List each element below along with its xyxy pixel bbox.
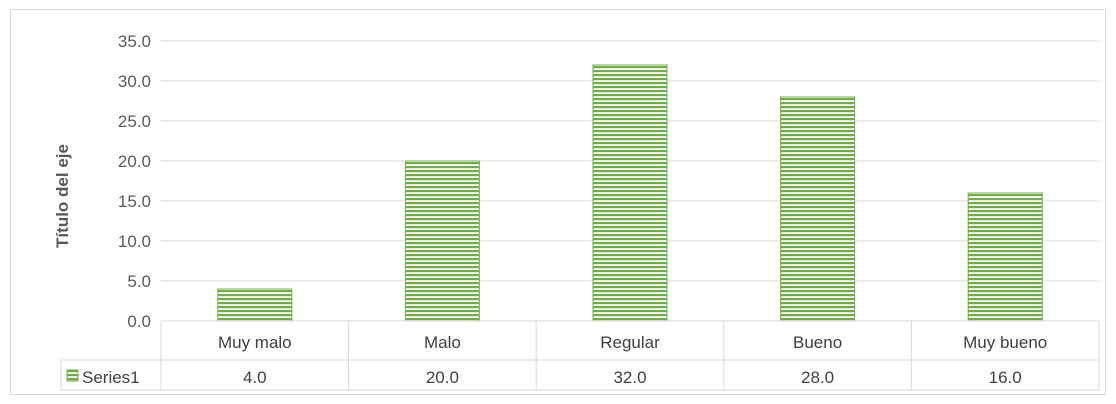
data-table-value: 20.0	[426, 368, 459, 387]
category-label: Muy malo	[218, 333, 292, 352]
bar	[217, 288, 293, 322]
bar	[592, 64, 668, 322]
y-axis-title: Título del eje	[53, 144, 72, 248]
y-tick-label: 0.0	[127, 312, 151, 331]
series-name: Series1	[82, 368, 140, 387]
data-table-value: 32.0	[613, 368, 646, 387]
data-table-value: 28.0	[801, 368, 834, 387]
category-label: Bueno	[793, 333, 842, 352]
y-tick-label: 10.0	[118, 232, 151, 251]
y-tick-label: 15.0	[118, 192, 151, 211]
y-tick-label: 25.0	[118, 112, 151, 131]
bar-chart: 0.05.010.015.020.025.030.035.0 Muy malo M…	[53, 32, 1100, 391]
bar	[780, 96, 856, 322]
y-tick-label: 5.0	[127, 272, 151, 291]
data-table-value: 4.0	[243, 368, 267, 387]
category-label: Malo	[424, 333, 461, 352]
category-label: Muy bueno	[963, 333, 1047, 352]
y-axis-tick-labels: 0.0 5.0 10.0 15.0 20.0 25.0 30.0 35.0	[118, 32, 151, 331]
category-label: Regular	[600, 333, 660, 352]
y-tick-label: 20.0	[118, 152, 151, 171]
bar	[967, 192, 1043, 322]
y-tick-label: 30.0	[118, 72, 151, 91]
y-tick-label: 35.0	[118, 32, 151, 51]
chart-area: 0.0 5.0 10.0 15.0 20.0 25.0 30.0 35.0 Muy malo M…	[10, 9, 1106, 395]
bars	[217, 64, 1043, 322]
data-table: Muy malo Malo Regular Bueno Muy bueno 4.0 20.0…	[60, 320, 1100, 391]
legend-key	[66, 369, 79, 382]
data-table-value: 16.0	[989, 368, 1022, 387]
bar	[404, 160, 480, 322]
